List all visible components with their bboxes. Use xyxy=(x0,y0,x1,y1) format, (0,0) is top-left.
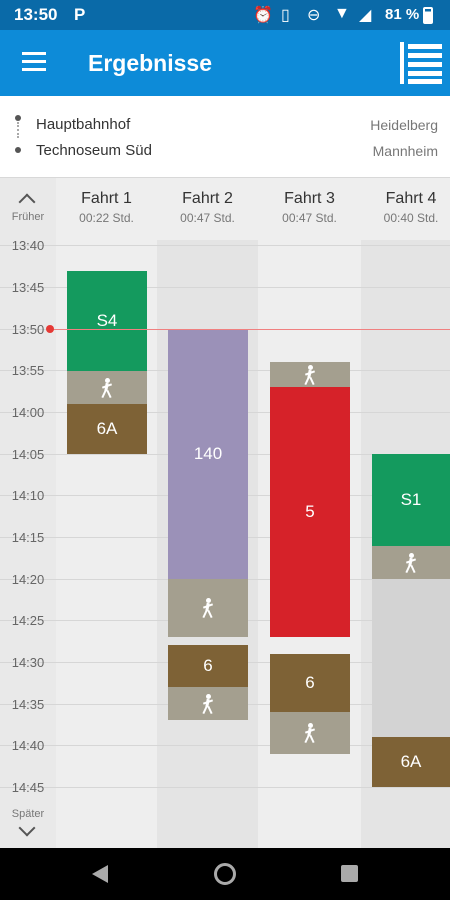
trip-name: Fahrt 4 xyxy=(385,190,437,207)
page-title: Ergebnisse xyxy=(88,50,212,76)
trip-duration: 00:22 Std. xyxy=(79,211,134,225)
vibrate-icon: ▯ xyxy=(281,7,290,24)
origin-dot-icon xyxy=(15,115,21,121)
trip-header-4[interactable]: Fahrt 4 00:40 Std. xyxy=(361,178,450,240)
segment-walk[interactable] xyxy=(270,362,350,387)
segment-6a[interactable]: 6A xyxy=(372,737,450,787)
line-label: 6A xyxy=(96,419,118,438)
alarm-icon: ⏰ xyxy=(253,7,273,24)
trip-header-2[interactable]: Fahrt 2 00:47 Std. xyxy=(157,178,258,240)
time-label: 13:40 xyxy=(11,238,45,253)
line-label: S1 xyxy=(400,490,422,509)
trip-duration: 00:40 Std. xyxy=(383,211,439,225)
time-label: 14:35 xyxy=(11,697,45,712)
time-label: 14:40 xyxy=(11,738,45,753)
parking-icon: P xyxy=(74,5,86,24)
segment-s1[interactable]: S1 xyxy=(372,454,450,546)
time-label: 14:05 xyxy=(11,447,45,462)
signal-icon: ◢ xyxy=(359,7,372,24)
status-time: 13:50 xyxy=(14,5,58,24)
segment-140[interactable]: 140 xyxy=(168,329,248,579)
segment-6a[interactable]: 6A xyxy=(67,404,147,454)
destination-stop: Technoseum Süd xyxy=(36,142,152,159)
system-nav-bar xyxy=(0,848,450,900)
time-label: 14:20 xyxy=(11,572,45,587)
status-bar: 13:50 P ⏰ ▯ ⊖ ▼ ◢ 81 % xyxy=(0,0,450,30)
menu-icon[interactable] xyxy=(22,52,46,72)
walking-icon xyxy=(303,364,317,385)
segment-5[interactable]: 5 xyxy=(270,387,350,637)
walking-icon xyxy=(201,598,215,619)
route-arrow-icon xyxy=(17,122,19,138)
line-label: S4 xyxy=(96,311,118,330)
time-label: 13:55 xyxy=(11,363,45,378)
wifi-icon: ▼ xyxy=(334,5,350,22)
line-label: 140 xyxy=(193,444,223,463)
trip-name: Fahrt 3 xyxy=(284,190,335,207)
origin-stop: Hauptbahnhof xyxy=(36,116,131,133)
line-label: 6A xyxy=(400,752,422,771)
battery-percent: 81 % xyxy=(385,6,420,23)
time-label: 14:00 xyxy=(11,405,45,420)
time-axis xyxy=(0,178,56,848)
segment-wait xyxy=(372,579,450,737)
time-label: 14:10 xyxy=(11,488,45,503)
segment-walk[interactable] xyxy=(372,546,450,579)
time-label: 14:15 xyxy=(11,530,45,545)
earlier-button[interactable]: Früher xyxy=(11,211,45,223)
destination-city: Mannheim xyxy=(372,143,438,159)
segment-walk[interactable] xyxy=(168,687,248,720)
trip-header-1[interactable]: Fahrt 1 00:22 Std. xyxy=(56,178,157,240)
line-label: 6 xyxy=(203,656,213,675)
recent-apps-icon[interactable] xyxy=(341,865,358,882)
time-label: 14:45 xyxy=(11,780,45,795)
walking-icon xyxy=(100,377,114,398)
later-button[interactable]: Später xyxy=(11,808,45,820)
route-summary[interactable]: Hauptbahnhof Heidelberg Technoseum Süd M… xyxy=(0,96,450,178)
segment-walk[interactable] xyxy=(270,712,350,754)
time-label: 13:50 xyxy=(11,322,45,337)
trip-timetable: Früher Später 13:40 13:45 13:50 13:55 14… xyxy=(0,178,450,848)
app-bar: Ergebnisse xyxy=(0,30,450,96)
trip-duration: 00:47 Std. xyxy=(282,211,337,225)
line-label: 6 xyxy=(305,673,315,692)
time-label: 14:25 xyxy=(11,613,45,628)
battery-icon xyxy=(423,7,433,24)
current-time-dot xyxy=(46,325,54,333)
segment-walk[interactable] xyxy=(168,579,248,637)
origin-city: Heidelberg xyxy=(370,117,438,133)
segment-6[interactable]: 6 xyxy=(270,654,350,712)
back-icon[interactable] xyxy=(92,865,108,883)
line-label: 5 xyxy=(305,502,315,521)
walking-icon xyxy=(303,723,317,744)
time-label: 13:45 xyxy=(11,280,45,295)
current-time-line xyxy=(50,329,450,330)
segment-walk[interactable] xyxy=(67,371,147,404)
list-view-icon[interactable] xyxy=(400,42,442,84)
trip-header-3[interactable]: Fahrt 3 00:47 Std. xyxy=(258,178,361,240)
home-icon[interactable] xyxy=(214,863,236,885)
walking-icon xyxy=(404,552,418,573)
walking-icon xyxy=(201,693,215,714)
trip-name: Fahrt 1 xyxy=(81,190,132,207)
time-label: 14:30 xyxy=(11,655,45,670)
trip-name: Fahrt 2 xyxy=(182,190,233,207)
segment-s4[interactable]: S4 xyxy=(67,271,147,371)
destination-dot-icon xyxy=(15,147,21,153)
segment-6[interactable]: 6 xyxy=(168,645,248,687)
trip-duration: 00:47 Std. xyxy=(180,211,235,225)
dnd-icon: ⊖ xyxy=(307,7,321,24)
